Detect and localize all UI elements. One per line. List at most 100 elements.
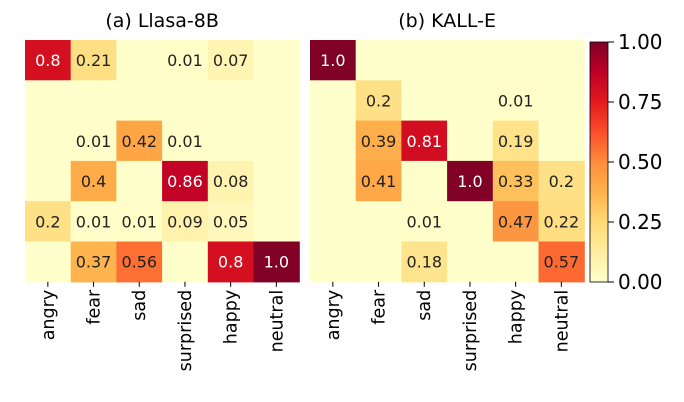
cell-value-label: 0.19 bbox=[498, 132, 534, 151]
heatmap-cell bbox=[492, 120, 540, 162]
heatmap-cell bbox=[207, 80, 255, 122]
heatmap-cell bbox=[70, 241, 117, 283]
cell-value-label: 0.37 bbox=[76, 253, 112, 272]
cell-value-label: 0.2 bbox=[35, 212, 60, 231]
x-tick-label: neutral bbox=[552, 290, 572, 353]
heatmap-cell bbox=[116, 160, 163, 202]
heatmap-cell bbox=[207, 160, 255, 202]
cell-value-label: 0.07 bbox=[213, 51, 249, 70]
heatmap-cell bbox=[538, 40, 585, 81]
heatmap-cell bbox=[25, 201, 72, 243]
x-tick-label: neutral bbox=[267, 290, 287, 353]
heatmap-cell bbox=[116, 40, 163, 81]
cell-value-label: 0.47 bbox=[498, 212, 534, 231]
colorbar-tick-label: 0.25 bbox=[618, 210, 663, 234]
heatmap-cell bbox=[447, 241, 494, 283]
colorbar-gradient bbox=[589, 41, 609, 283]
x-tick-label: sad bbox=[415, 290, 435, 321]
cell-value-label: 0.4 bbox=[81, 172, 106, 191]
heatmap-cell bbox=[70, 120, 117, 162]
cell-value-label: 0.81 bbox=[406, 132, 442, 151]
heatmap-cell bbox=[447, 40, 494, 81]
heatmap-cell bbox=[401, 80, 448, 122]
panel-title: (b) KALL-E bbox=[398, 10, 496, 32]
cell-value-label: 0.39 bbox=[361, 132, 397, 151]
heatmap-cell bbox=[447, 160, 494, 202]
heatmap-cell bbox=[492, 40, 540, 81]
heatmap-cell bbox=[310, 241, 357, 283]
cell-value-label: 0.56 bbox=[121, 253, 157, 272]
cell-value-label: 0.57 bbox=[544, 253, 580, 272]
heatmap-cell bbox=[70, 160, 117, 202]
cell-value-label: 0.05 bbox=[213, 212, 249, 231]
x-tick-label: sad bbox=[130, 290, 150, 321]
cell-value-label: 1.0 bbox=[457, 172, 482, 191]
heatmap-cell bbox=[253, 120, 300, 162]
heatmap-cell bbox=[253, 201, 300, 243]
heatmap-cell bbox=[116, 80, 163, 122]
heatmap-cell bbox=[447, 120, 494, 162]
heatmap-cell bbox=[401, 160, 448, 202]
heatmap-cell bbox=[253, 241, 300, 283]
heatmap-cell bbox=[538, 201, 585, 243]
x-tick-label: fear bbox=[85, 289, 105, 325]
heatmap-cell bbox=[447, 201, 494, 243]
cell-value-label: 1.0 bbox=[264, 253, 289, 272]
heatmap-cell bbox=[355, 120, 402, 162]
heatmap-cell bbox=[538, 160, 585, 202]
heatmap-cell bbox=[70, 40, 117, 81]
cell-value-label: 0.01 bbox=[76, 132, 112, 151]
panel-llasa-8b: (a) Llasa-8B 0.8 0.21 0.01 0.07 0.01 0.42 0.01 0… bbox=[25, 10, 300, 371]
cell-value-label: 0.01 bbox=[167, 132, 203, 151]
cell-value-label: 0.8 bbox=[218, 253, 243, 272]
heatmap-cell bbox=[253, 40, 300, 81]
heatmap-cell bbox=[401, 40, 448, 81]
heatmap-cell bbox=[162, 201, 209, 243]
heatmap-cell bbox=[492, 241, 540, 283]
heatmap-cell bbox=[401, 241, 448, 283]
heatmap-cell bbox=[162, 120, 209, 162]
colorbar-tick-label: 0.00 bbox=[618, 270, 663, 294]
heatmap-cell bbox=[355, 80, 402, 122]
colorbar-tick-label: 0.50 bbox=[618, 150, 663, 174]
heatmap-cell bbox=[25, 160, 72, 202]
colorbar-tick-label: 0.75 bbox=[618, 90, 663, 114]
cell-value-label: 0.2 bbox=[549, 172, 574, 191]
panel-title: (a) Llasa-8B bbox=[105, 10, 219, 32]
cell-value-label: 0.01 bbox=[76, 212, 112, 231]
cell-value-label: 0.33 bbox=[498, 172, 534, 191]
heatmap-cell bbox=[207, 241, 255, 283]
heatmap-cell bbox=[310, 201, 357, 243]
heatmap-cell bbox=[492, 160, 540, 202]
heatmap-cell bbox=[116, 201, 163, 243]
heatmap-cell bbox=[70, 80, 117, 122]
x-tick-label: surprised bbox=[176, 290, 196, 372]
heatmap-cell bbox=[162, 80, 209, 122]
cell-value-label: 0.8 bbox=[35, 51, 60, 70]
heatmap-cell bbox=[310, 40, 357, 81]
heatmap-cell bbox=[401, 201, 448, 243]
heatmap-cell bbox=[116, 120, 163, 162]
x-tick-label: angry bbox=[324, 290, 344, 340]
cell-value-label: 1.0 bbox=[320, 51, 345, 70]
heatmap-cell bbox=[310, 120, 357, 162]
heatmap-cell bbox=[401, 120, 448, 162]
colorbar-tick-label: 1.00 bbox=[618, 30, 663, 54]
heatmap-cell bbox=[25, 80, 72, 122]
heatmap-cell bbox=[492, 201, 540, 243]
cell-value-label: 0.01 bbox=[406, 212, 442, 231]
heatmap-cell bbox=[447, 80, 494, 122]
cell-value-label: 0.42 bbox=[121, 132, 157, 151]
heatmap-cell bbox=[538, 241, 585, 283]
cell-value-label: 0.01 bbox=[167, 51, 203, 70]
cell-value-label: 0.01 bbox=[121, 212, 157, 231]
panel-kall-e: (b) KALL-E 1.0 0.2 0.01 0.39 0.81 0.19 0.41 1.0 0… bbox=[310, 10, 585, 371]
heatmap-cell bbox=[25, 120, 72, 162]
colorbar: 0.00 0.25 0.50 0.75 1.00 bbox=[589, 30, 663, 294]
heatmap-cell bbox=[207, 201, 255, 243]
heatmap-cell bbox=[310, 160, 357, 202]
x-tick-label: fear bbox=[370, 289, 390, 325]
heatmap-cell bbox=[162, 40, 209, 81]
heatmap-cell bbox=[207, 40, 255, 81]
heatmap-cell bbox=[25, 40, 72, 81]
